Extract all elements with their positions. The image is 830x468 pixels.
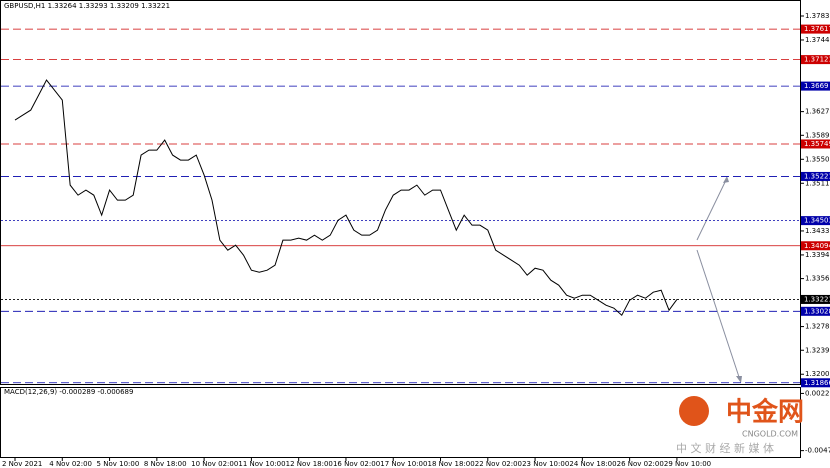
arrow-down xyxy=(696,249,741,381)
level-label: 1.37617 xyxy=(804,25,830,33)
level-label-box xyxy=(801,294,830,304)
level-label-box xyxy=(801,306,830,316)
level-label: 1.33221 xyxy=(804,295,830,303)
y-tick-label: 1.37440 xyxy=(805,36,830,44)
logo-name: 中金网 xyxy=(726,397,804,428)
price-line xyxy=(14,79,678,316)
level-label-box xyxy=(801,139,830,149)
arrow-head xyxy=(736,376,742,383)
y-tick-label: 1.33560 xyxy=(805,275,830,283)
macd-tick-label: 0.002258 xyxy=(805,389,830,397)
x-tick-label: 4 Nov 02:00 xyxy=(49,460,92,468)
x-tick-label: 26 Nov 02:00 xyxy=(617,460,664,468)
level-label-box xyxy=(801,81,830,91)
level-label: 1.3669 xyxy=(804,82,829,90)
x-tick-label: 12 Nov 18:00 xyxy=(286,460,333,468)
logo-domain: CNGOLD.COM xyxy=(742,430,798,439)
x-tick-label: 16 Nov 02:00 xyxy=(333,460,380,468)
y-tick-label: 1.35890 xyxy=(805,131,830,139)
macd-panel xyxy=(0,387,801,458)
x-tick-label: 11 Nov 10:00 xyxy=(238,460,285,468)
x-tick-label: 22 Nov 02:00 xyxy=(475,460,522,468)
level-label-box xyxy=(801,171,830,181)
level-label: 1.34503 xyxy=(804,217,830,225)
y-tick-label: 1.35110 xyxy=(805,179,830,187)
x-tick-label: 23 Nov 10:00 xyxy=(522,460,569,468)
level-label: 1.33028 xyxy=(804,307,830,315)
level-label: 1.35749 xyxy=(804,140,830,148)
x-tick-label: 29 Nov 10:00 xyxy=(664,460,711,468)
level-label-box xyxy=(801,378,830,388)
y-tick-label: 1.32780 xyxy=(805,323,830,331)
level-label-box xyxy=(801,55,830,65)
logo-tagline: 中 文 财 经 新 媒 体 xyxy=(676,441,774,455)
y-tick-label: 1.32395 xyxy=(805,346,830,354)
level-label: 1.31866 xyxy=(804,379,830,387)
arrow-up xyxy=(696,177,728,241)
level-label-box xyxy=(801,241,830,251)
level-label-box xyxy=(801,216,830,226)
x-tick-label: 8 Nov 18:00 xyxy=(144,460,187,468)
x-tick-label: 5 Nov 10:00 xyxy=(97,460,140,468)
y-tick-label: 1.34335 xyxy=(805,227,830,235)
x-tick-label: 24 Nov 18:00 xyxy=(569,460,616,468)
symbol-header: GBPUSD,H1 1.33264 1.33293 1.33209 1.3322… xyxy=(4,2,170,10)
level-label: 1.34094 xyxy=(804,242,830,250)
y-tick-label: 1.33945 xyxy=(805,251,830,259)
arrow-head xyxy=(723,176,729,183)
macd-tick-label: -0.004723 xyxy=(805,447,830,455)
level-label-box xyxy=(801,24,830,34)
macd-title: MACD(12,26,9) -0.000289 -0.000689 xyxy=(4,388,133,396)
y-tick-label: 1.35500 xyxy=(805,155,830,163)
x-tick-label: 10 Nov 02:00 xyxy=(191,460,238,468)
logo-icon xyxy=(679,396,709,426)
y-tick-label: 1.32005 xyxy=(805,370,830,378)
y-tick-label: 1.37830 xyxy=(805,12,830,20)
x-tick-label: 18 Nov 18:00 xyxy=(428,460,475,468)
x-tick-label: 17 Nov 10:00 xyxy=(380,460,427,468)
x-tick-label: 2 Nov 2021 xyxy=(2,460,42,468)
main-panel xyxy=(0,0,801,385)
y-tick-label: 1.36275 xyxy=(805,108,830,116)
